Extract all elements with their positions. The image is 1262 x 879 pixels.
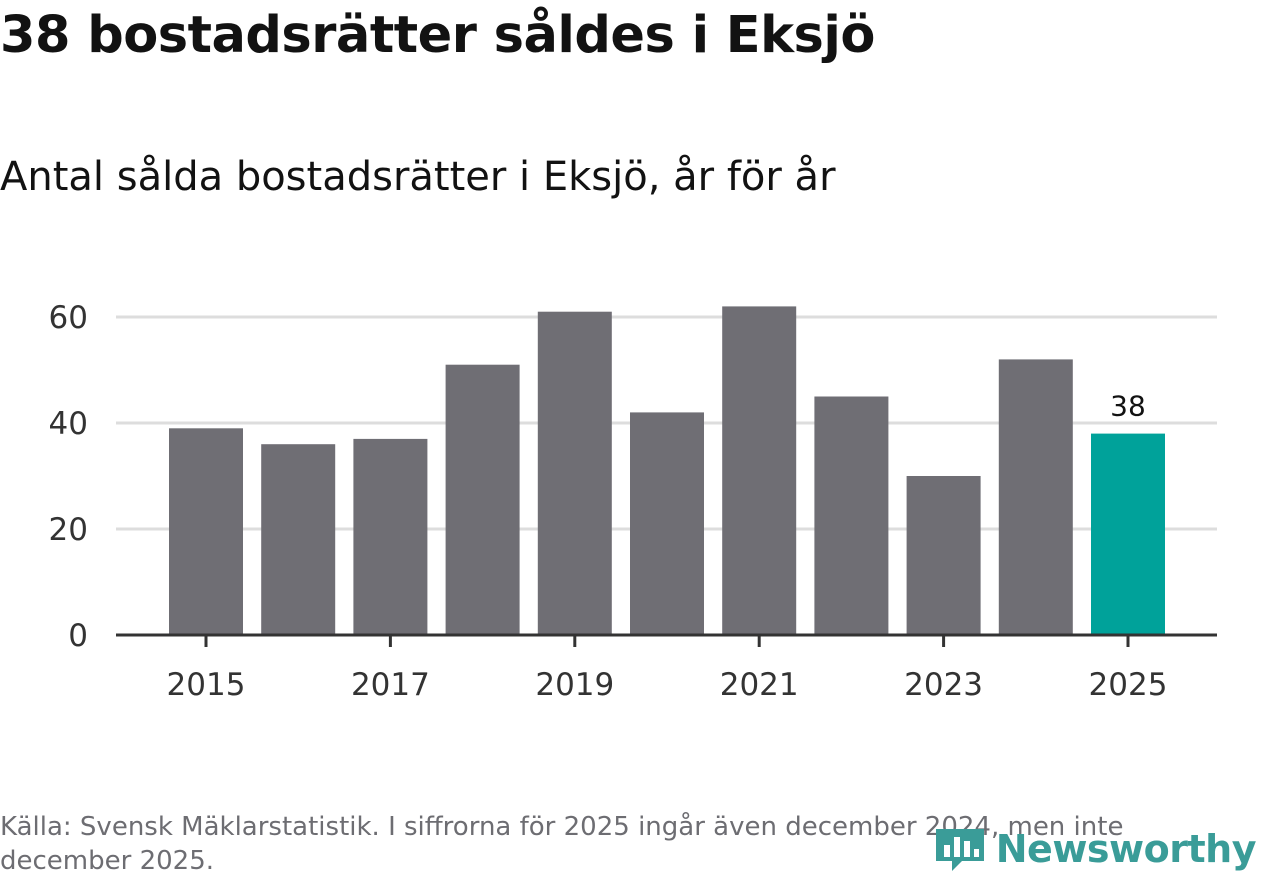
x-tick-label: 2017 (351, 667, 430, 703)
bar-2017 (353, 438, 428, 635)
bar-2019 (537, 311, 612, 635)
newsworthy-logo: Newsworthy (932, 825, 1257, 873)
bar-2023 (906, 476, 981, 635)
bar-2020 (630, 412, 704, 635)
y-tick-label: 40 (49, 406, 88, 442)
x-tick-label: 2025 (1089, 667, 1168, 703)
y-tick-label: 20 (49, 512, 88, 548)
bar-2018 (445, 364, 520, 635)
bars (169, 306, 1165, 635)
newsworthy-logo-text: Newsworthy (995, 827, 1257, 871)
bar-2025 (1091, 433, 1165, 635)
bar-2022 (814, 396, 889, 635)
bar-2021 (722, 306, 797, 635)
bar-2015 (169, 428, 243, 635)
x-tick-label: 2015 (167, 667, 246, 703)
chart-title: 38 bostadsrätter såldes i Eksjö (0, 6, 875, 65)
newsworthy-logo-icon (935, 829, 984, 871)
x-tick-label: 2019 (535, 667, 614, 703)
chart-subtitle: Antal sålda bostadsrätter i Eksjö, år fö… (0, 154, 836, 200)
bar-2024 (998, 359, 1073, 635)
x-axis (116, 633, 1217, 647)
data-label-2025: 38 (1110, 390, 1146, 423)
tick-labels: 0 20 40 60 38 2015 2017 2019 2021 2023 2025 (49, 300, 1168, 703)
x-tick-label: 2021 (720, 667, 799, 703)
y-tick-label: 0 (68, 618, 88, 654)
x-tick-label: 2023 (904, 667, 983, 703)
bar-2016 (261, 444, 336, 635)
y-tick-label: 60 (49, 300, 88, 336)
